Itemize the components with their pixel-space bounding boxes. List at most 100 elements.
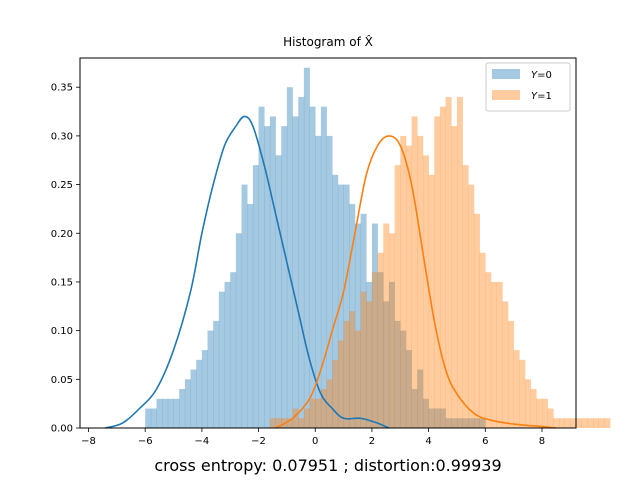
histogram-bar-series-1 (507, 320, 514, 428)
histogram-bar-series-1 (422, 155, 429, 428)
histogram-bar-series-0 (434, 408, 441, 428)
histogram-bar-series-1 (292, 408, 299, 428)
histogram-bar-series-0 (451, 418, 458, 428)
x-tick-label: 4 (425, 436, 431, 447)
histogram-bar-series-1 (593, 418, 599, 428)
histogram-bar-series-0 (298, 96, 305, 428)
histogram-bar-series-0 (422, 398, 429, 428)
histogram-bar-series-0 (349, 204, 356, 428)
histogram-bar-series-1 (536, 398, 543, 428)
histogram-bar-series-1 (490, 281, 497, 428)
x-tick-label: 0 (312, 436, 318, 447)
histogram-bar-series-0 (247, 204, 254, 428)
x-axis: −8 −6 −4 −2 0 2 4 6 8 (81, 428, 545, 447)
x-tick-label: −4 (194, 436, 209, 447)
histogram-bar-series-0 (150, 408, 157, 428)
legend-box (485, 62, 571, 112)
histogram-bar-series-0 (354, 223, 361, 428)
legend-label: Y=1 (531, 91, 552, 102)
histogram-bar-series-0 (320, 106, 327, 429)
histogram-bar-series-0 (230, 272, 237, 428)
histogram-bar-series-0 (456, 418, 463, 428)
histogram-bar-series-0 (371, 223, 378, 428)
histogram-bar-series-0 (400, 330, 407, 428)
histogram-bar-series-1 (468, 184, 475, 428)
histogram-bar-series-1 (405, 145, 412, 428)
histogram-bar-series-0 (473, 418, 480, 428)
histogram-bar-series-1 (366, 301, 373, 428)
histogram-bar-series-1 (473, 213, 480, 428)
x-tick-label: −8 (81, 436, 96, 447)
plot-frame (79, 57, 577, 429)
histogram-bar-series-1 (332, 359, 339, 428)
histogram-bar-series-0 (224, 281, 231, 428)
y-tick-label: 0.25 (51, 180, 73, 191)
histogram-bar-series-1 (587, 418, 594, 428)
histogram-bar-series-1 (275, 418, 282, 428)
histogram-bar-series-0 (184, 379, 191, 428)
histogram-bar-series-1 (400, 135, 407, 428)
legend-swatch (492, 90, 520, 100)
histogram-bar-series-0 (269, 116, 276, 429)
histogram-bar-series-0 (145, 408, 152, 428)
histogram-bar-series-0 (201, 350, 208, 428)
histogram-bar-series-1 (462, 165, 469, 429)
histogram-bar-series-1 (541, 398, 548, 428)
histogram-bar-series-0 (281, 126, 288, 428)
kde-line-series-1 (275, 135, 557, 429)
histogram-bar-series-1 (320, 389, 327, 428)
x-tick-label: 8 (539, 436, 545, 447)
histogram-bar-series-0 (196, 359, 203, 428)
histogram-bars (145, 67, 611, 429)
histogram-bar-series-0 (303, 67, 310, 429)
y-tick-label: 0.05 (51, 375, 73, 386)
histogram-bar-series-1 (445, 96, 452, 428)
histogram-bar-series-1 (530, 389, 537, 428)
histogram-bar-series-1 (581, 418, 588, 428)
y-tick-label: 0.00 (51, 424, 73, 435)
histogram-bar-series-0 (428, 408, 435, 428)
histogram-bar-series-1 (439, 106, 446, 429)
histogram-bar-series-0 (405, 350, 412, 428)
histogram-bar-series-1 (383, 223, 390, 428)
histogram-bar-series-1 (547, 408, 554, 428)
histogram-bar-series-0 (258, 106, 265, 429)
kde-line-series-0 (105, 115, 390, 429)
histogram-bar-series-1 (315, 398, 322, 428)
histogram-bar-series-1 (326, 379, 333, 428)
histogram-bar-series-0 (468, 418, 475, 428)
x-tick-label: 6 (482, 436, 488, 447)
histogram-bar-series-1 (354, 330, 361, 428)
histogram-bar-series-0 (388, 281, 395, 428)
legend-label: Y=0 (531, 70, 552, 81)
histogram-bar-series-1 (553, 418, 560, 428)
histogram-bar-series-0 (439, 408, 446, 428)
histogram-bar-series-1 (604, 418, 611, 428)
legend: Y=0 Y=1 (485, 62, 571, 112)
histogram-bar-series-0 (383, 301, 390, 428)
histogram-bar-series-0 (343, 184, 350, 428)
histogram-bar-series-0 (252, 165, 259, 429)
histogram-bar-series-1 (496, 281, 503, 428)
histogram-bar-series-1 (286, 418, 293, 428)
y-tick-label: 0.20 (51, 229, 73, 240)
histogram-bar-series-1 (298, 418, 305, 428)
histogram-bar-series-0 (286, 87, 293, 429)
histogram-bar-series-0 (275, 155, 282, 428)
histogram-bar-series-1 (485, 272, 492, 428)
histogram-bar-series-1 (371, 272, 378, 428)
histogram-bar-series-1 (394, 165, 401, 429)
histogram-bar-series-1 (564, 418, 571, 428)
histogram-bar-series-1 (417, 135, 424, 428)
x-tick-label: −2 (251, 436, 266, 447)
histogram-bar-series-1 (451, 126, 458, 428)
histogram-bar-series-0 (377, 272, 384, 428)
histogram-bar-series-1 (513, 350, 520, 428)
histogram-bar-series-1 (309, 398, 316, 428)
histogram-bar-series-0 (326, 135, 333, 428)
histogram-bar-series-0 (411, 389, 418, 428)
x-tick-label: −6 (138, 436, 153, 447)
x-tick-label: 2 (369, 436, 375, 447)
histogram-bar-series-0 (241, 184, 248, 428)
